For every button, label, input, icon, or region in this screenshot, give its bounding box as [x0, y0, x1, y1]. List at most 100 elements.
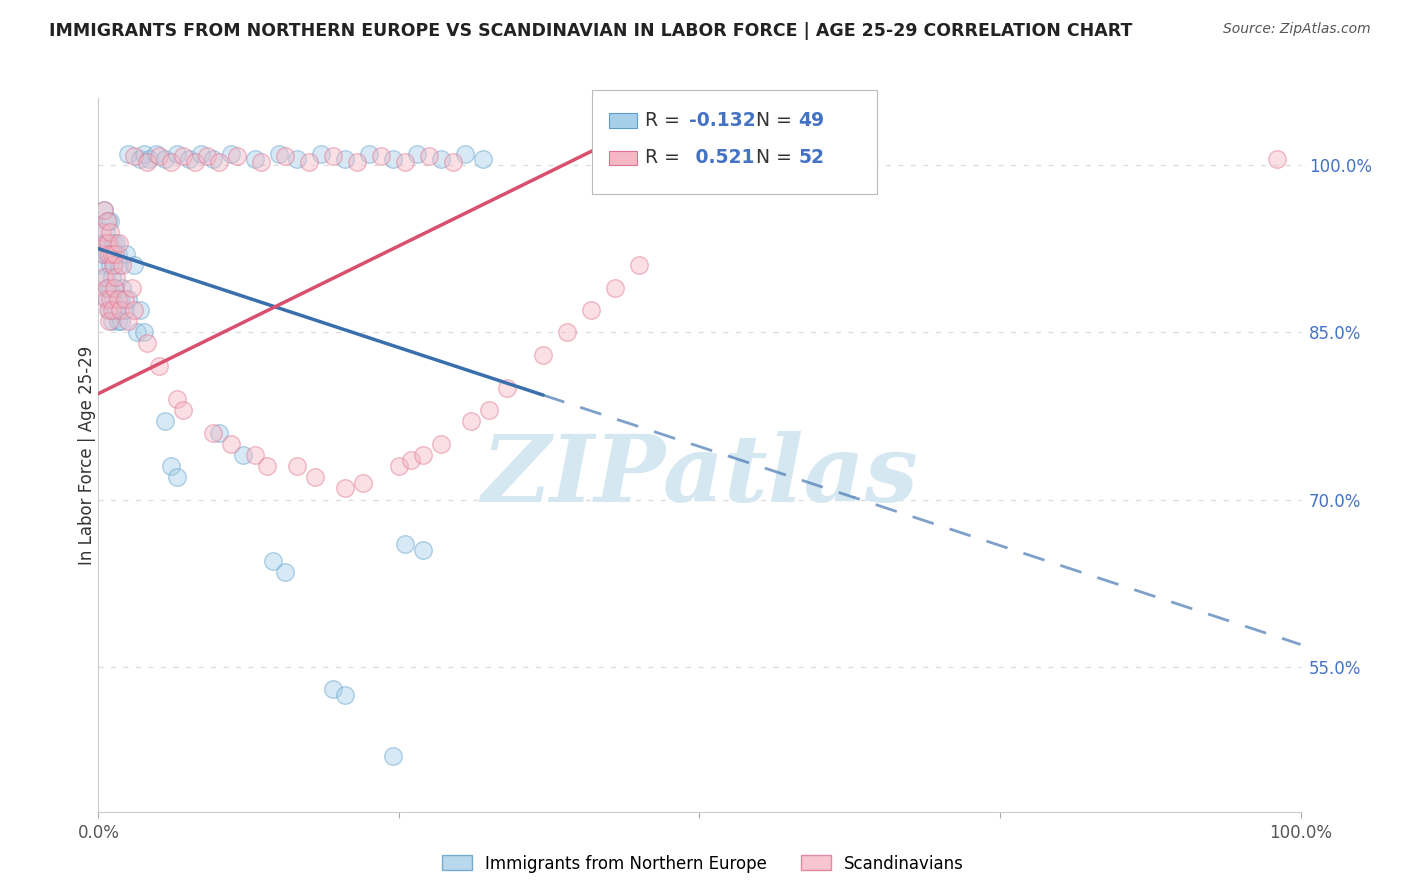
Point [225, 149, 247, 163]
Point [114, 292, 136, 306]
Point [153, 415, 176, 429]
Point [309, 147, 332, 161]
Point [100, 292, 122, 306]
Point [346, 154, 368, 169]
Point [100, 303, 122, 318]
Point [114, 303, 136, 318]
Point [262, 554, 284, 568]
Point [219, 437, 242, 451]
Point [100, 269, 122, 284]
Point [148, 359, 170, 373]
Point [94, 269, 117, 284]
Point [381, 153, 404, 167]
Point [190, 147, 212, 161]
Point [125, 326, 148, 340]
Point [243, 448, 266, 462]
Point [96, 292, 118, 306]
Point [100, 214, 122, 228]
Point [105, 269, 128, 284]
Point [399, 453, 422, 467]
Point [107, 292, 129, 306]
Text: ZIPatlas: ZIPatlas [481, 432, 918, 521]
Point [166, 147, 188, 161]
Point [357, 147, 380, 161]
Point [472, 153, 495, 167]
Point [388, 459, 411, 474]
Point [96, 247, 118, 261]
Point [94, 225, 117, 239]
Point [208, 425, 231, 440]
Point [104, 247, 127, 261]
Point [159, 459, 181, 474]
Point [96, 214, 118, 228]
Point [394, 537, 416, 551]
Point [104, 281, 127, 295]
Point [100, 259, 122, 273]
Legend: Immigrants from Northern Europe, Scandinavians: Immigrants from Northern Europe, Scandin… [436, 848, 970, 880]
Point [108, 236, 131, 251]
Point [101, 236, 124, 251]
Point [322, 682, 344, 697]
Point [243, 153, 266, 167]
Point [96, 281, 118, 295]
Point [98, 303, 121, 318]
Point [91, 236, 114, 251]
Text: N =: N = [756, 148, 799, 168]
Point [177, 153, 200, 167]
Point [381, 749, 404, 764]
Point [430, 437, 453, 451]
Point [103, 281, 125, 295]
Point [124, 259, 146, 273]
Y-axis label: In Labor Force | Age 25-29: In Labor Force | Age 25-29 [79, 345, 96, 565]
Point [135, 336, 157, 351]
Text: -0.132: -0.132 [689, 111, 755, 130]
Point [145, 147, 167, 161]
Point [98, 247, 121, 261]
Point [274, 565, 297, 579]
Point [232, 448, 254, 462]
Point [298, 154, 321, 169]
Point [94, 236, 117, 251]
Text: 0.521: 0.521 [689, 148, 754, 168]
Point [117, 147, 139, 161]
Point [166, 392, 188, 407]
Point [274, 149, 297, 163]
Text: R =: R = [645, 111, 686, 130]
Point [153, 153, 176, 167]
Point [219, 147, 242, 161]
Point [124, 149, 146, 163]
Point [406, 147, 429, 161]
Point [110, 314, 132, 328]
Point [103, 303, 125, 318]
Point [111, 281, 134, 295]
Point [129, 303, 152, 318]
Point [97, 303, 120, 318]
Point [285, 459, 308, 474]
Point [124, 303, 146, 318]
Text: R =: R = [645, 148, 686, 168]
Point [496, 381, 519, 395]
Text: Source: ZipAtlas.com: Source: ZipAtlas.com [1223, 22, 1371, 37]
Point [201, 153, 224, 167]
Point [135, 154, 157, 169]
Point [322, 149, 344, 163]
Point [478, 403, 501, 417]
Point [132, 147, 155, 161]
Text: 49: 49 [799, 111, 825, 130]
Point [91, 259, 114, 273]
Point [256, 459, 278, 474]
Point [100, 281, 122, 295]
Point [267, 147, 290, 161]
Point [333, 482, 356, 496]
Point [121, 281, 143, 295]
Point [430, 153, 453, 167]
Point [100, 247, 122, 261]
Point [1265, 153, 1288, 167]
Point [412, 542, 434, 557]
Point [352, 475, 374, 490]
Point [454, 147, 477, 161]
Point [105, 236, 128, 251]
Point [100, 225, 122, 239]
Point [370, 149, 392, 163]
Point [97, 214, 120, 228]
